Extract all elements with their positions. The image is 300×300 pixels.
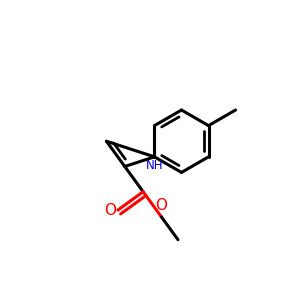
Text: O: O — [155, 198, 167, 213]
Text: NH: NH — [146, 159, 163, 172]
Text: O: O — [104, 202, 116, 217]
